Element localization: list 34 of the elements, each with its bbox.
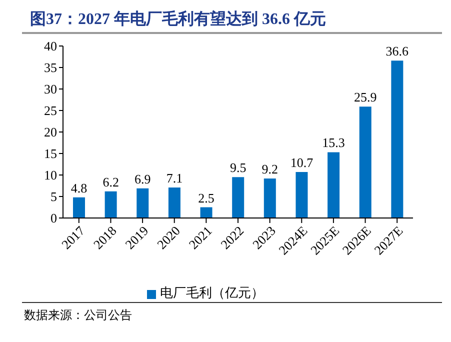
y-tick-label: 40	[44, 38, 57, 54]
y-tick-label: 20	[44, 124, 57, 140]
bar	[200, 207, 212, 218]
bar	[296, 172, 308, 218]
legend-label: 电厂毛利（亿元）	[160, 285, 264, 300]
bar	[264, 178, 276, 218]
data-label: 6.9	[134, 171, 151, 186]
data-label: 9.5	[230, 160, 246, 176]
bar	[328, 152, 340, 218]
data-label: 4.8	[70, 180, 88, 196]
data-label: 6.2	[102, 174, 119, 190]
chart-title: 图37：2027 年电厂毛利有望达到 36.6 亿元	[29, 9, 327, 30]
y-tick-label: 35	[44, 60, 57, 76]
y-tick-label: 10	[44, 168, 57, 183]
bar	[391, 60, 404, 218]
bar	[168, 187, 180, 218]
y-tick-label: 0	[50, 210, 57, 226]
bar	[359, 106, 372, 218]
source-note: 数据来源：公司公告	[23, 307, 133, 324]
data-label: 15.3	[322, 135, 345, 150]
y-tick-label: 30	[44, 82, 57, 97]
data-label: 10.7	[290, 154, 314, 170]
y-tick-label: 15	[44, 146, 57, 162]
data-label: 36.6	[386, 44, 410, 59]
data-label: 9.2	[262, 161, 278, 176]
data-label: 25.9	[354, 90, 377, 105]
bar	[232, 177, 244, 218]
bar	[104, 191, 117, 218]
data-label: 2.5	[198, 190, 214, 206]
y-tick-label: 25	[44, 103, 57, 118]
y-tick-label: 5	[50, 189, 57, 204]
bar	[136, 188, 149, 218]
data-label: 7.1	[166, 170, 183, 186]
bar	[73, 197, 85, 218]
